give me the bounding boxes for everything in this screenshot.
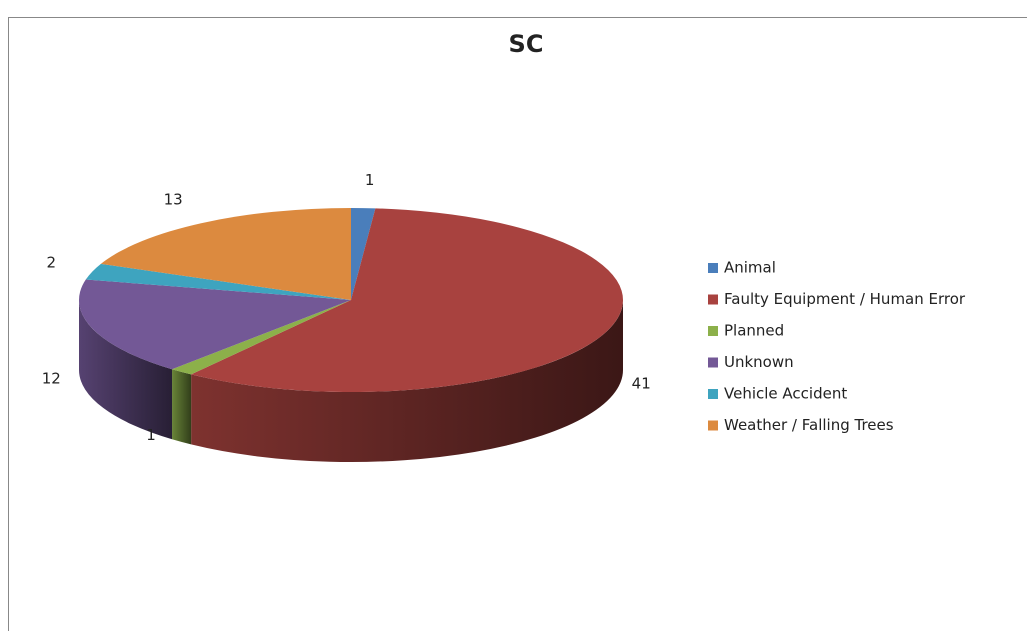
- data-label: 1: [365, 171, 375, 189]
- legend-label: Unknown: [724, 353, 794, 371]
- legend-swatch: [708, 358, 718, 368]
- data-label: 1: [146, 426, 156, 444]
- legend-label: Planned: [724, 322, 784, 340]
- legend-label: Faulty Equipment / Human Error: [724, 290, 966, 308]
- legend-swatch: [708, 263, 718, 273]
- legend-label: Weather / Falling Trees: [724, 416, 894, 434]
- data-label: 12: [42, 369, 61, 387]
- legend-swatch: [708, 295, 718, 305]
- legend-label: Animal: [724, 259, 776, 277]
- legend-label: Vehicle Accident: [724, 385, 847, 403]
- legend-swatch: [708, 421, 718, 431]
- data-label: 41: [632, 375, 651, 393]
- data-label: 2: [46, 254, 56, 272]
- data-label: 13: [164, 191, 183, 209]
- legend-swatch: [708, 389, 718, 399]
- legend-swatch: [708, 326, 718, 336]
- chart-title: SC: [509, 30, 544, 58]
- slice-side: [172, 369, 191, 444]
